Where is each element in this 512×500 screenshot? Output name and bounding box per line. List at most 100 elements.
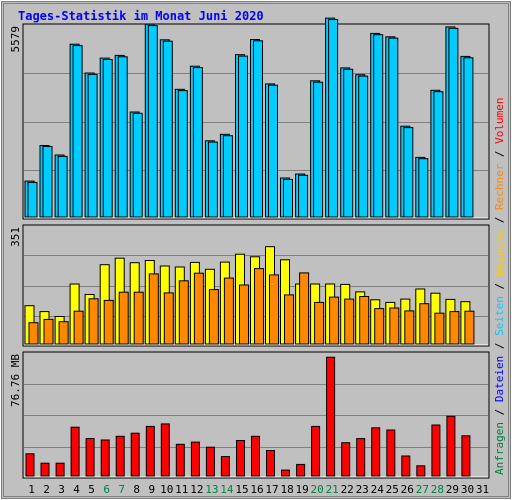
day-label-11: 11 <box>175 483 188 496</box>
day-label-29: 29 <box>446 483 459 496</box>
bar-rechner-day-26 <box>404 310 415 345</box>
bar-dateien-day-2 <box>42 146 53 218</box>
bar-volumen-day-8 <box>130 432 140 477</box>
bar-dateien-day-15 <box>238 55 248 218</box>
bar-volumen-day-16 <box>251 435 260 477</box>
bar-rechner-day-27 <box>419 303 430 345</box>
bar-dateien-day-11 <box>177 90 188 218</box>
bar-volumen-day-24 <box>371 427 381 477</box>
bar-rechner-day-16 <box>254 268 264 345</box>
legend: Anfragen / Dateien / Seiten / Besuche / … <box>493 97 506 475</box>
day-label-22: 22 <box>341 483 354 496</box>
bar-rechner-day-30 <box>464 310 475 345</box>
day-label-3: 3 <box>58 483 65 496</box>
day-label-7: 7 <box>118 483 125 496</box>
legend-item-volumen: Volumen <box>493 97 506 143</box>
chart-panels <box>22 17 490 479</box>
bar-rechner-day-2 <box>43 318 54 345</box>
bar-dateien-day-27 <box>418 158 429 218</box>
legend-item-separator: / <box>493 210 506 230</box>
day-label-9: 9 <box>148 483 155 496</box>
legend-item-separator: / <box>493 276 506 296</box>
bar-volumen-day-5 <box>85 438 95 477</box>
legend-item-anfragen: Anfragen <box>493 422 506 475</box>
bar-dateien-day-1 <box>27 181 38 218</box>
day-label-5: 5 <box>88 483 95 496</box>
day-label-25: 25 <box>386 483 399 496</box>
bar-rechner-day-19 <box>299 272 310 345</box>
bar-dateien-day-29 <box>448 27 459 218</box>
bar-dateien-day-6 <box>102 59 113 218</box>
day-label-18: 18 <box>280 483 293 496</box>
bar-dateien-day-5 <box>87 73 98 218</box>
bar-volumen-day-18 <box>281 469 290 477</box>
bar-dateien-day-4 <box>72 45 83 218</box>
bar-rechner-day-1 <box>28 322 39 345</box>
bar-volumen-day-19 <box>296 463 306 477</box>
bar-volumen-day-11 <box>175 443 185 477</box>
bar-rechner-day-4 <box>73 310 84 345</box>
legend-item-separator: / <box>493 402 506 422</box>
bar-volumen-day-6 <box>100 439 110 477</box>
panel-hits <box>22 17 490 220</box>
legend-item-seiten: Seiten <box>493 296 506 336</box>
day-label-26: 26 <box>401 483 414 496</box>
bar-rechner-day-28 <box>434 312 445 345</box>
bar-volumen-day-15 <box>236 440 245 477</box>
y-max-label-visits: 351 <box>9 227 22 247</box>
legend-item-separator: / <box>493 336 506 356</box>
bar-volumen-day-20 <box>311 425 321 477</box>
day-label-4: 4 <box>73 483 80 496</box>
day-label-14: 14 <box>220 483 234 496</box>
bar-rechner-day-17 <box>269 274 279 345</box>
y-max-label-volume: 76.76 MB <box>9 354 22 407</box>
bar-volumen-day-29 <box>446 415 456 477</box>
legend-item-separator: / <box>493 144 506 164</box>
bar-volumen-day-9 <box>145 425 155 477</box>
bar-dateien-day-17 <box>268 84 278 218</box>
bar-volumen-day-7 <box>115 435 125 477</box>
day-label-24: 24 <box>371 483 385 496</box>
y-max-label-hits: 5579 <box>9 26 22 53</box>
bar-volumen-day-17 <box>266 450 275 477</box>
bar-rechner-day-18 <box>284 294 294 345</box>
legend-item-dateien: Dateien <box>493 356 506 402</box>
day-label-12: 12 <box>190 483 203 496</box>
day-label-1: 1 <box>28 483 35 496</box>
bar-rechner-day-7 <box>118 291 129 345</box>
bar-volumen-day-2 <box>40 462 50 477</box>
bar-volumen-day-4 <box>70 426 80 477</box>
bar-rechner-day-29 <box>449 311 460 345</box>
bar-volumen-day-1 <box>25 453 35 477</box>
bar-dateien-day-13 <box>207 141 218 218</box>
bar-volumen-day-22 <box>341 442 351 477</box>
bar-dateien-day-18 <box>283 178 293 218</box>
day-label-23: 23 <box>356 483 369 496</box>
bar-rechner-day-22 <box>344 298 355 345</box>
bar-rechner-day-13 <box>208 289 219 345</box>
bar-volumen-day-25 <box>386 429 396 477</box>
bar-rechner-day-9 <box>148 273 159 345</box>
bar-dateien-day-28 <box>433 91 444 218</box>
day-label-15: 15 <box>235 483 248 496</box>
panel-volume <box>22 351 490 479</box>
bar-rechner-day-5 <box>88 298 99 345</box>
day-label-31: 31 <box>476 483 489 496</box>
bar-rechner-day-23 <box>359 296 370 345</box>
bar-dateien-day-25 <box>388 37 399 218</box>
day-label-20: 20 <box>310 483 323 496</box>
day-label-30: 30 <box>461 483 474 496</box>
bar-rechner-day-24 <box>374 308 385 345</box>
bar-volumen-day-3 <box>55 462 65 477</box>
bar-dateien-day-3 <box>57 155 68 218</box>
day-label-21: 21 <box>326 483 339 496</box>
outer-border-inner <box>3 3 509 497</box>
bar-volumen-day-14 <box>220 456 230 477</box>
bar-dateien-day-24 <box>373 34 384 218</box>
bar-volumen-day-30 <box>461 435 471 477</box>
bar-rechner-day-10 <box>163 292 174 345</box>
bar-volumen-day-21 <box>326 356 336 477</box>
bar-volumen-day-10 <box>160 423 170 477</box>
